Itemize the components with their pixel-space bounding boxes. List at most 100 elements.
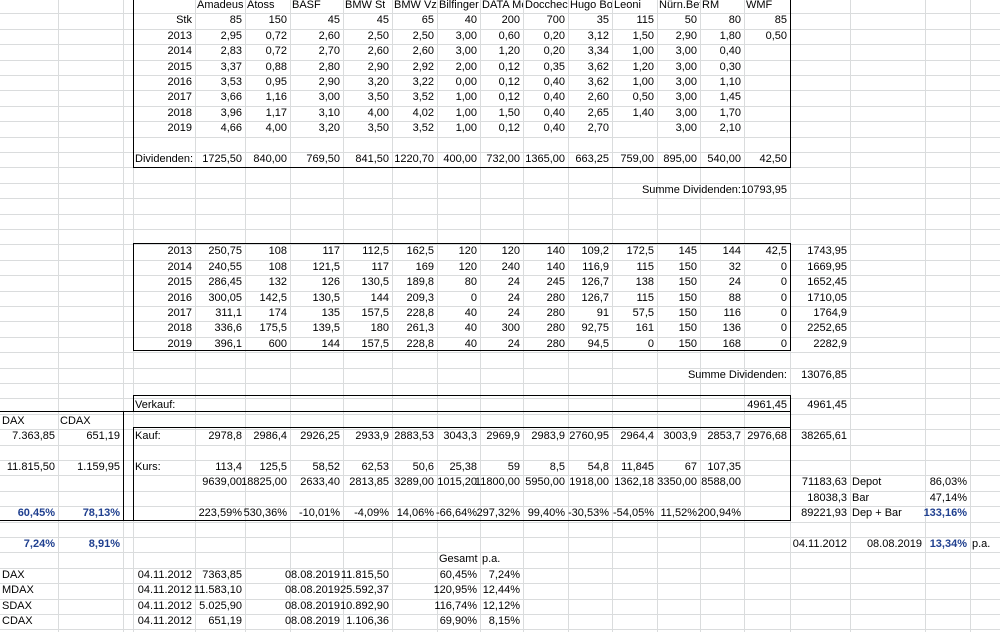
cell: 11.815,50 — [6, 461, 55, 473]
border — [790, 395, 791, 412]
cell: 92,75 — [581, 322, 609, 335]
cell: 0 — [780, 322, 787, 335]
cell: WMF — [746, 0, 773, 11]
cell: 600 — [268, 337, 287, 350]
cell: 2986,4 — [253, 430, 287, 443]
cell: 3,22 — [412, 76, 434, 88]
cell: 50 — [684, 14, 697, 27]
grid-line — [0, 367, 1000, 369]
cell: 2018 — [167, 322, 192, 335]
grid-line — [0, 521, 1000, 523]
cell: 3,12 — [587, 29, 609, 42]
cell: SDAX — [2, 599, 32, 612]
cell: 108 — [268, 260, 287, 273]
cell: 1,00 — [455, 122, 477, 135]
cell: 115 — [636, 260, 654, 273]
grid-line — [0, 229, 1000, 230]
cell: 14,06% — [396, 507, 434, 520]
cell: 108 — [268, 245, 287, 258]
cell: 138 — [635, 276, 654, 289]
cell: 116,74% — [434, 599, 477, 612]
border — [0, 520, 791, 521]
cell: 1,00 — [632, 76, 654, 88]
cell: p.a. — [972, 538, 991, 550]
cell: 139,5 — [312, 322, 340, 335]
cell: Nürn.Bet — [659, 0, 700, 11]
cell: 1,40 — [632, 106, 654, 119]
cell: DATA Mc — [482, 0, 523, 11]
cell: 5.025,90 — [199, 599, 242, 612]
cell: 3,50 — [367, 122, 389, 135]
border — [790, 243, 791, 350]
cell: 11.815,50 — [340, 568, 389, 581]
grid-line — [0, 13, 1000, 15]
cell: 286,45 — [208, 276, 242, 289]
cell: 60,45% — [439, 568, 477, 581]
cell: 9639,00 — [202, 476, 242, 489]
cell: 0 — [780, 260, 787, 273]
cell: 0,30 — [719, 60, 741, 73]
cell: Dividenden: — [135, 153, 194, 165]
cell: 117 — [371, 260, 389, 273]
cell: 300 — [501, 322, 520, 335]
cell: 2015 — [167, 276, 192, 289]
grid-line — [0, 429, 1000, 431]
cell: 0,40 — [543, 106, 565, 119]
cell: 1,45 — [719, 91, 741, 104]
cell: DAX — [2, 414, 25, 427]
cell: 42,50 — [759, 153, 787, 165]
cell: 280 — [546, 337, 565, 350]
cell: 3,53 — [220, 76, 242, 88]
cell: -66,64% — [436, 507, 477, 520]
cell: 113,4 — [215, 461, 242, 473]
cell: 311,1 — [215, 307, 242, 319]
cell: 2,70 — [587, 122, 609, 135]
cell: 1743,95 — [807, 245, 847, 258]
grid-line — [0, 244, 1000, 246]
cell: 3,00 — [675, 60, 697, 73]
cell: 3,00 — [675, 76, 697, 88]
cell: 8,5 — [549, 461, 565, 473]
grid-line — [0, 336, 1000, 338]
cell: 2964,4 — [620, 430, 654, 443]
cell: 10.892,90 — [340, 599, 389, 612]
cell: 240,55 — [208, 260, 242, 273]
cell: Amadeus — [197, 0, 244, 11]
cell: 86,03% — [929, 476, 967, 489]
grid-line — [0, 567, 1000, 569]
cell: Docchec — [525, 0, 568, 11]
cell: 54,8 — [587, 461, 609, 473]
cell: 0 — [780, 337, 787, 350]
grid-line — [0, 614, 1000, 615]
cell: 08.08.2019 — [284, 615, 340, 627]
cell: 3,37 — [220, 60, 242, 73]
cell: -54,05% — [613, 507, 654, 520]
cell: 2014 — [167, 45, 192, 58]
grid-line — [850, 0, 851, 632]
cell: 2933,9 — [355, 430, 389, 443]
cell: 1,16 — [265, 91, 287, 104]
cell: 1,10 — [719, 76, 741, 88]
cell: 1,70 — [719, 106, 741, 119]
grid-line — [523, 0, 524, 632]
cell: 08.08.2019 — [284, 599, 340, 612]
cell: 700 — [546, 14, 565, 27]
cell: 1.159,95 — [77, 461, 120, 473]
cell: 2,90 — [367, 60, 389, 73]
cell: 04.11.2012 — [137, 584, 192, 597]
border — [133, 427, 791, 428]
cell: 240 — [501, 260, 520, 273]
cell: 3,62 — [587, 60, 609, 73]
cell: 13076,85 — [801, 368, 847, 381]
cell: 7363,85 — [202, 568, 242, 581]
cell: 67 — [684, 461, 697, 473]
cell: 11.583,10 — [193, 584, 242, 597]
cell: p.a. — [482, 553, 501, 566]
cell: 280 — [546, 307, 565, 319]
cell: 172,5 — [626, 245, 654, 258]
cell: 3350,00 — [657, 476, 697, 489]
cell: 120 — [458, 260, 477, 273]
cell: 300,05 — [208, 291, 242, 304]
cell: 180 — [370, 322, 389, 335]
cell: 115 — [636, 14, 654, 27]
